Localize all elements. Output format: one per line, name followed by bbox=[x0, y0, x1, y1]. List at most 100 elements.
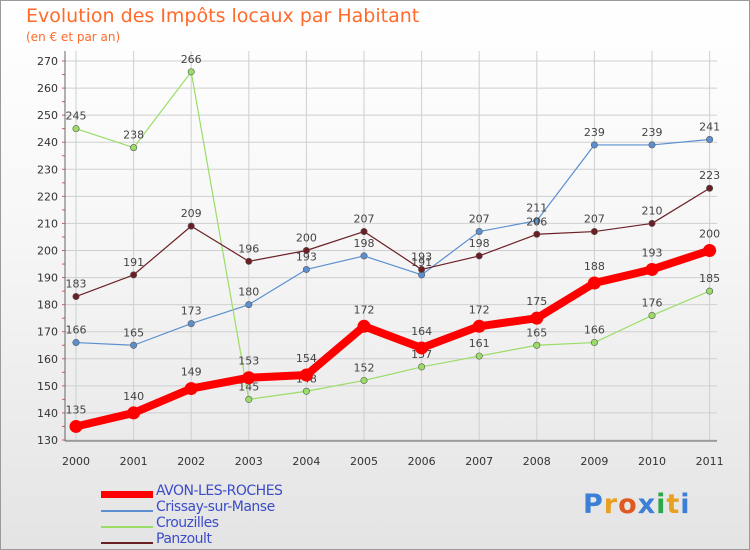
data-label: 183 bbox=[66, 278, 87, 291]
data-point bbox=[245, 257, 253, 265]
data-point bbox=[245, 395, 253, 403]
logo-letter: t bbox=[666, 489, 681, 520]
series-line bbox=[75, 138, 711, 346]
x-tick-label: 2003 bbox=[235, 455, 263, 468]
data-point bbox=[130, 271, 138, 279]
data-point bbox=[302, 247, 310, 255]
x-tick-label: 2010 bbox=[638, 455, 666, 468]
y-tick-label: 130 bbox=[37, 434, 58, 447]
data-label: 191 bbox=[123, 256, 144, 269]
data-point bbox=[533, 217, 541, 225]
data-point bbox=[357, 319, 371, 333]
y-tick-label: 240 bbox=[37, 136, 58, 149]
data-label: 152 bbox=[354, 361, 375, 374]
data-label: 180 bbox=[238, 286, 259, 299]
data-point bbox=[706, 136, 714, 144]
logo-letter: P bbox=[583, 489, 604, 520]
data-point bbox=[706, 287, 714, 295]
data-label: 241 bbox=[699, 121, 720, 134]
data-label: 239 bbox=[642, 126, 663, 139]
data-label: 172 bbox=[354, 303, 375, 316]
data-label: 245 bbox=[66, 110, 87, 123]
y-tick-label: 270 bbox=[37, 55, 58, 68]
data-point bbox=[130, 341, 138, 349]
series-line bbox=[72, 246, 714, 431]
data-label: 173 bbox=[181, 305, 202, 318]
data-label: 176 bbox=[642, 296, 663, 309]
data-label: 207 bbox=[469, 213, 490, 226]
data-point bbox=[587, 276, 601, 290]
data-point bbox=[418, 363, 426, 371]
logo-letter: x bbox=[637, 489, 657, 520]
data-label: 188 bbox=[584, 260, 605, 273]
data-point bbox=[360, 228, 368, 236]
data-point bbox=[299, 368, 313, 382]
data-point bbox=[530, 311, 544, 325]
x-tick-label: 2002 bbox=[177, 455, 205, 468]
data-label: 153 bbox=[238, 355, 259, 368]
data-point bbox=[648, 141, 656, 149]
data-point bbox=[187, 320, 195, 328]
data-point bbox=[590, 141, 598, 149]
data-label: 185 bbox=[699, 272, 720, 285]
data-label: 223 bbox=[699, 169, 720, 182]
data-label: 175 bbox=[526, 295, 547, 308]
legend-label: AVON-LES-ROCHES bbox=[156, 483, 283, 499]
data-label: 164 bbox=[411, 325, 432, 338]
data-point bbox=[475, 252, 483, 260]
legend-swatch bbox=[101, 542, 153, 544]
data-label: 145 bbox=[238, 380, 259, 393]
data-point bbox=[706, 184, 714, 192]
data-point bbox=[533, 341, 541, 349]
data-point bbox=[590, 228, 598, 236]
legend-swatch bbox=[101, 491, 153, 498]
legend-label: Crouzilles bbox=[156, 515, 219, 531]
data-label: 209 bbox=[181, 207, 202, 220]
y-tick-label: 150 bbox=[37, 380, 58, 393]
legend-label: Panzoult bbox=[156, 531, 212, 547]
data-label: 200 bbox=[296, 232, 317, 245]
data-point bbox=[472, 319, 486, 333]
y-tick-label: 160 bbox=[37, 353, 58, 366]
legend-label: Crissay-sur-Manse bbox=[156, 499, 275, 515]
data-point bbox=[590, 339, 598, 347]
data-point bbox=[184, 382, 198, 396]
x-tick-label: 2000 bbox=[62, 455, 90, 468]
x-tick-label: 2009 bbox=[580, 455, 608, 468]
data-label: 238 bbox=[123, 129, 144, 142]
data-point bbox=[475, 228, 483, 236]
logo-letter: i bbox=[680, 489, 691, 520]
data-label: 206 bbox=[526, 215, 547, 228]
data-point bbox=[645, 262, 659, 276]
x-tick-label: 2011 bbox=[696, 455, 724, 468]
data-point bbox=[418, 265, 426, 273]
data-point bbox=[69, 419, 83, 433]
data-label: 165 bbox=[526, 326, 547, 339]
data-label: 135 bbox=[66, 403, 87, 416]
chart-subtitle: (en € et par an) bbox=[26, 30, 121, 44]
data-label: 198 bbox=[354, 237, 375, 250]
data-point bbox=[648, 219, 656, 227]
data-label: 193 bbox=[296, 250, 317, 263]
logo-letter: i bbox=[656, 489, 667, 520]
data-point bbox=[302, 265, 310, 273]
data-label: 239 bbox=[584, 126, 605, 139]
data-label: 154 bbox=[296, 352, 317, 365]
data-point bbox=[533, 230, 541, 238]
legend-swatch bbox=[101, 526, 153, 528]
data-point bbox=[72, 125, 80, 133]
legend-swatch bbox=[101, 510, 153, 512]
data-label: 210 bbox=[642, 204, 663, 217]
data-label: 166 bbox=[584, 324, 605, 337]
data-label: 266 bbox=[181, 53, 202, 66]
data-label: 193 bbox=[411, 250, 432, 263]
series-line bbox=[75, 187, 711, 298]
data-point bbox=[130, 144, 138, 152]
x-tick-label: 2007 bbox=[465, 455, 493, 468]
data-point bbox=[242, 371, 256, 385]
data-label: 196 bbox=[238, 242, 259, 255]
y-tick-label: 260 bbox=[37, 82, 58, 95]
data-label: 161 bbox=[469, 337, 490, 350]
y-tick-label: 220 bbox=[37, 190, 58, 203]
